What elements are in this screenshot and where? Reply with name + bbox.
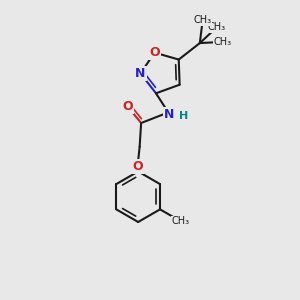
Text: N: N [164, 108, 175, 121]
Text: O: O [133, 160, 143, 172]
Text: N: N [135, 67, 146, 80]
Text: O: O [149, 46, 160, 59]
Text: CH₃: CH₃ [208, 22, 226, 32]
Text: H: H [179, 111, 188, 121]
Text: CH₃: CH₃ [194, 15, 212, 26]
Text: O: O [122, 100, 133, 113]
Text: CH₃: CH₃ [214, 37, 232, 47]
Text: CH₃: CH₃ [172, 216, 190, 226]
